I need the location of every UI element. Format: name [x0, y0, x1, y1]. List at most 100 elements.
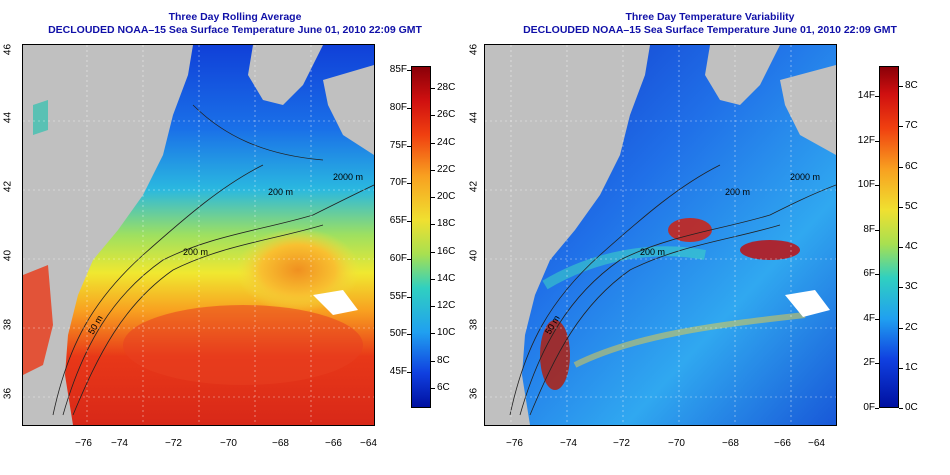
contour-label: 2000 m — [790, 172, 820, 182]
right-panel-title-block: Three Day Temperature Variability DECLOU… — [470, 11, 950, 36]
y-tick: 36 — [2, 387, 14, 400]
colorbar-tick — [899, 166, 903, 168]
left-panel-subtitle: DECLOUDED NOAA–15 Sea Surface Temperatur… — [48, 24, 422, 36]
contour-2000m — [72, 224, 324, 416]
colorbar-tick — [431, 88, 435, 89]
x-tick: −74 — [111, 438, 128, 449]
colorbar-tick — [899, 287, 903, 289]
x-tick: −68 — [722, 438, 739, 449]
x-tick: −76 — [75, 438, 92, 449]
land-north — [248, 45, 323, 105]
right-panel-title: Three Day Temperature Variability — [625, 11, 795, 23]
high-variability — [740, 240, 800, 260]
left-panel: Three Day Rolling Average DECLOUDED NOAA… — [0, 0, 470, 475]
y-tick: 46 — [468, 43, 480, 56]
colorbar-label-c: 10C — [437, 327, 456, 339]
colorbar-tick — [875, 140, 879, 142]
colorbar-tick — [431, 306, 435, 308]
right-panel-subtitle: DECLOUDED NOAA–15 Sea Surface Temperatur… — [523, 24, 897, 36]
coastal-warm — [23, 265, 53, 375]
colorbar-label-f: 55F — [389, 290, 407, 302]
colorbar-label-f: 65F — [389, 215, 407, 226]
right-map-svg: 2000 m 200 m 50 m 200 m — [485, 45, 836, 425]
colorbar-label-c: 8C — [905, 80, 918, 91]
right-panel: Three Day Temperature Variability DECLOU… — [468, 0, 950, 475]
colorbar-tick — [431, 169, 435, 171]
contour-2000m — [529, 224, 781, 416]
colorbar-tick — [875, 408, 879, 409]
colorbar-label-c: 7C — [905, 120, 918, 132]
colorbar-tick — [431, 115, 435, 117]
variability-band — [542, 246, 706, 290]
colorbar-tick — [407, 183, 411, 185]
colorbar-label-c: 6C — [437, 382, 450, 393]
colorbar-tick — [407, 334, 411, 336]
colorbar-label-c: 12C — [437, 300, 456, 312]
y-tick: 38 — [468, 318, 480, 331]
graticule — [23, 45, 374, 425]
colorbar-tick — [407, 258, 411, 260]
y-tick: 38 — [2, 318, 14, 331]
colorbar-label-f: 75F — [389, 139, 407, 151]
x-tick: −70 — [220, 438, 237, 449]
colorbar-tick — [431, 388, 435, 389]
colorbar-label-c: 18C — [437, 218, 456, 230]
y-tick: 44 — [468, 111, 480, 124]
colorbar-tick — [431, 333, 435, 335]
colorbar-tick — [899, 86, 903, 87]
colorbar-tick — [407, 221, 411, 222]
x-tick: −66 — [325, 438, 342, 449]
contour-label: 200 m — [725, 187, 750, 197]
colorbar-label-f: 50F — [389, 328, 407, 340]
colorbar-tick — [875, 318, 879, 320]
graticule — [485, 45, 836, 425]
y-tick: 40 — [468, 249, 480, 262]
colorbar-tick — [431, 197, 435, 199]
colorbar-label-c: 24C — [437, 136, 456, 148]
colorbar-label-c: 22C — [437, 163, 456, 175]
x-tick: −66 — [774, 438, 791, 449]
colorbar-tick — [431, 360, 435, 362]
colorbar-tick — [407, 145, 411, 147]
colorbar-tick — [899, 367, 903, 369]
high-variability — [540, 320, 570, 390]
x-tick: −70 — [668, 438, 685, 449]
land-nova-scotia — [780, 65, 836, 155]
colorbar-label-c: 26C — [437, 109, 456, 121]
colorbar-label-c: 28C — [437, 82, 456, 93]
colorbar-label-f: 10F — [857, 179, 875, 191]
colorbar-tick — [875, 363, 879, 365]
contour-label: 200 m — [268, 187, 293, 197]
contour-label: 200 m — [640, 247, 665, 257]
y-tick: 42 — [468, 180, 480, 193]
colorbar-label-f: 4F — [863, 312, 875, 324]
colorbar-label-f: 80F — [389, 101, 407, 113]
cloud-patch — [313, 290, 358, 315]
x-tick: −68 — [272, 438, 289, 449]
land-nova-scotia — [323, 65, 374, 155]
land-mainland — [23, 45, 193, 425]
colorbar-tick — [431, 278, 435, 280]
x-tick: −72 — [613, 438, 630, 449]
colorbar-tick — [875, 185, 879, 187]
contour-label: 200 m — [183, 247, 208, 257]
y-tick: 42 — [2, 180, 14, 193]
colorbar-tick — [899, 126, 903, 128]
variability-band — [573, 312, 806, 368]
contour-50m — [509, 164, 721, 416]
colorbar-label-f: 0F — [863, 402, 875, 413]
x-tick: −74 — [560, 438, 577, 449]
colorbar-label-c: 3C — [905, 281, 918, 293]
colorbar-tick — [875, 229, 879, 231]
cloud-patch — [785, 290, 830, 317]
y-tick: 44 — [2, 111, 14, 124]
contour-200m — [519, 184, 836, 416]
colorbar-label-c: 5C — [905, 200, 918, 212]
colorbar-tick — [875, 96, 879, 97]
left-map-svg: 2000 m 200 m 50 m 200 m — [23, 45, 374, 425]
colorbar-tick — [431, 142, 435, 144]
colorbar-tick — [407, 107, 411, 109]
colorbar-label-f: 85F — [389, 64, 407, 75]
colorbar-label-c: 8C — [437, 354, 450, 366]
